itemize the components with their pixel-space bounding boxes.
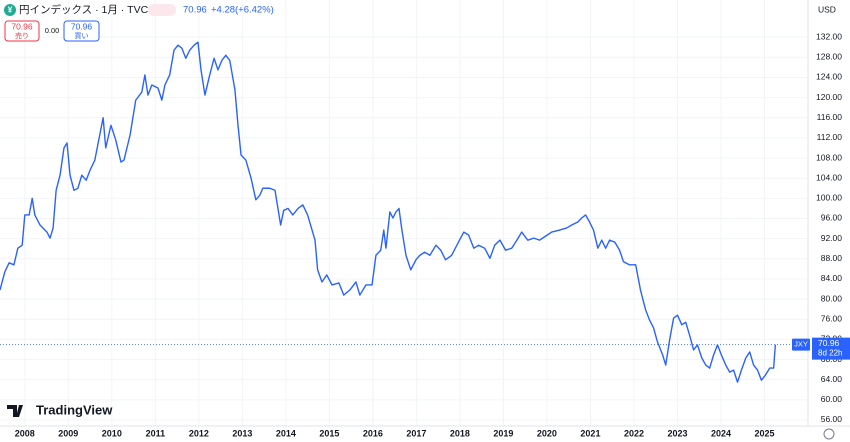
x-tick-label: 2009: [58, 428, 78, 438]
x-tick-label: 2016: [363, 428, 383, 438]
symbol-icon: [4, 4, 16, 16]
y-tick-label: 60.00: [821, 394, 843, 404]
y-tick-label: 108.00: [816, 152, 842, 162]
y-tick-label: 112.00: [817, 132, 843, 142]
price-line: [0, 41, 777, 383]
buy-label: 買い: [75, 32, 89, 40]
series-name-tag: [792, 338, 810, 351]
x-tick-label: 2024: [711, 428, 731, 438]
x-tick-label: 2015: [319, 428, 339, 438]
x-tick-label: 2022: [624, 428, 644, 438]
axes: [0, 0, 850, 427]
brand: TradingView: [36, 402, 113, 417]
x-tick-label: 2013: [232, 428, 252, 438]
symbol-icon-glyph: ¥: [8, 6, 13, 15]
x-tick-label: 2008: [15, 428, 35, 438]
y-tick-label: 64.00: [821, 374, 843, 384]
x-tick-label: 2019: [493, 428, 513, 438]
y-tick-label: 92.00: [821, 233, 843, 243]
x-tick-label: 2018: [450, 428, 470, 438]
header-change-pct: (+6.42%): [235, 5, 274, 16]
status-badge[interactable]: [148, 4, 176, 16]
y-tick-label: 88.00: [821, 253, 843, 263]
x-tick-label: 2023: [667, 428, 687, 438]
y-tick-label: 120.00: [816, 92, 842, 102]
y-tick-label: 116.00: [817, 112, 843, 122]
y-tick-label: 104.00: [816, 172, 842, 182]
x-tick-label: 2025: [754, 428, 774, 438]
y-tick-label: 76.00: [821, 313, 843, 323]
x-tick-label: 2010: [102, 428, 122, 438]
y-tick-label: 132.00: [816, 31, 842, 41]
header-change: +4.28: [211, 5, 235, 16]
currency[interactable]: USD: [818, 4, 836, 14]
y-tick-label: 56.00: [821, 414, 843, 424]
series-name: JXY: [794, 340, 808, 349]
y-tick-label: 100.00: [816, 193, 842, 203]
header-price: 70.96: [183, 5, 207, 16]
brand-logo: [7, 405, 23, 417]
y-tick-label: 84.00: [821, 273, 843, 283]
settings-icon[interactable]: [823, 428, 835, 440]
y-tick-label: 80.00: [821, 293, 843, 303]
sell-label: 売り: [15, 31, 29, 40]
sell-price: 70.96: [11, 21, 33, 31]
x-tick-label: 2011: [146, 428, 166, 438]
y-tick-label: 128.00: [816, 52, 842, 62]
x-tick-label: 2020: [537, 428, 557, 438]
x-tick-label: 2014: [276, 428, 296, 438]
x-tick-label: 2012: [189, 428, 209, 438]
buy-price: 70.96: [71, 21, 93, 31]
sell-button[interactable]: [4, 20, 40, 42]
price-label: 70.96: [818, 338, 840, 348]
y-tick-label: 96.00: [821, 213, 843, 223]
spread: 0.00: [45, 26, 60, 35]
y-tick-label: 124.00: [816, 72, 842, 82]
x-tick-label: 2017: [406, 428, 426, 438]
plot-area: [0, 0, 808, 426]
x-tick-label: 2021: [580, 428, 600, 438]
buy-button[interactable]: [63, 20, 100, 42]
symbol-title[interactable]: 円インデックス · 1月 · TVC: [19, 3, 149, 16]
price-label-box: [812, 337, 850, 360]
countdown: 8d 22h: [818, 349, 842, 358]
